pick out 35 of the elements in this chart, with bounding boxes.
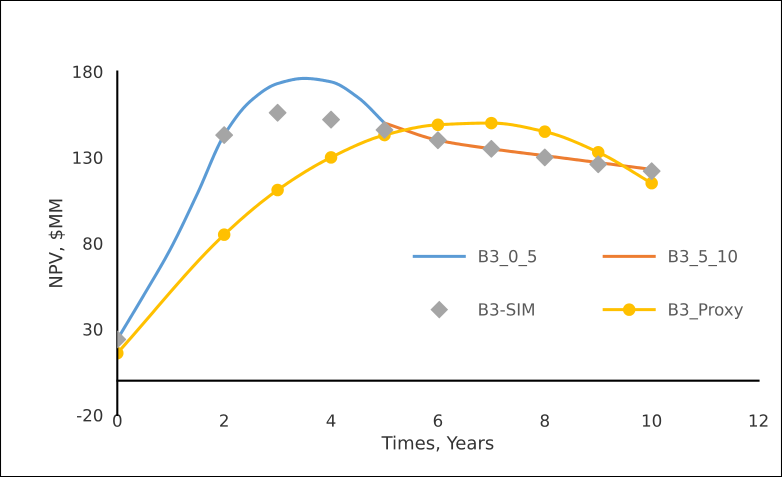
point [485, 116, 498, 130]
point [642, 162, 661, 180]
point [429, 131, 447, 150]
point [271, 184, 284, 196]
x-tick-label: 6 [434, 414, 442, 427]
point [536, 148, 554, 166]
x-tick-label: 2 [220, 414, 228, 427]
legend-label: B3_Proxy [669, 303, 744, 320]
y-axis-title: NPV, $MM [48, 200, 65, 287]
x-tick-label: 0 [113, 414, 122, 427]
point [218, 228, 230, 241]
point [376, 121, 394, 139]
point [645, 176, 658, 190]
x-tick-label: 8 [540, 414, 549, 427]
legend-label: B3-SIM [479, 303, 534, 316]
point [482, 140, 500, 158]
legend-label: B3_5_10 [669, 250, 737, 266]
x-axis-title: Times, Years [382, 436, 494, 452]
x-tick-label: 12 [750, 414, 768, 427]
point [538, 125, 552, 138]
x-tick-label: 10 [642, 414, 662, 427]
point [432, 118, 444, 132]
point [268, 104, 287, 122]
point [592, 146, 604, 159]
y-tick-label: 30 [83, 323, 102, 336]
point [324, 151, 338, 164]
y-tick-label: 180 [73, 66, 102, 78]
legend-label: B3_0_5 [479, 250, 536, 266]
point [215, 126, 234, 144]
y-tick-label: -20 [77, 408, 102, 422]
y-tick-label: 80 [83, 237, 102, 250]
point [322, 110, 340, 129]
x-tick-label: 4 [326, 414, 336, 427]
point [589, 155, 608, 174]
y-tick-label: 130 [73, 151, 102, 164]
